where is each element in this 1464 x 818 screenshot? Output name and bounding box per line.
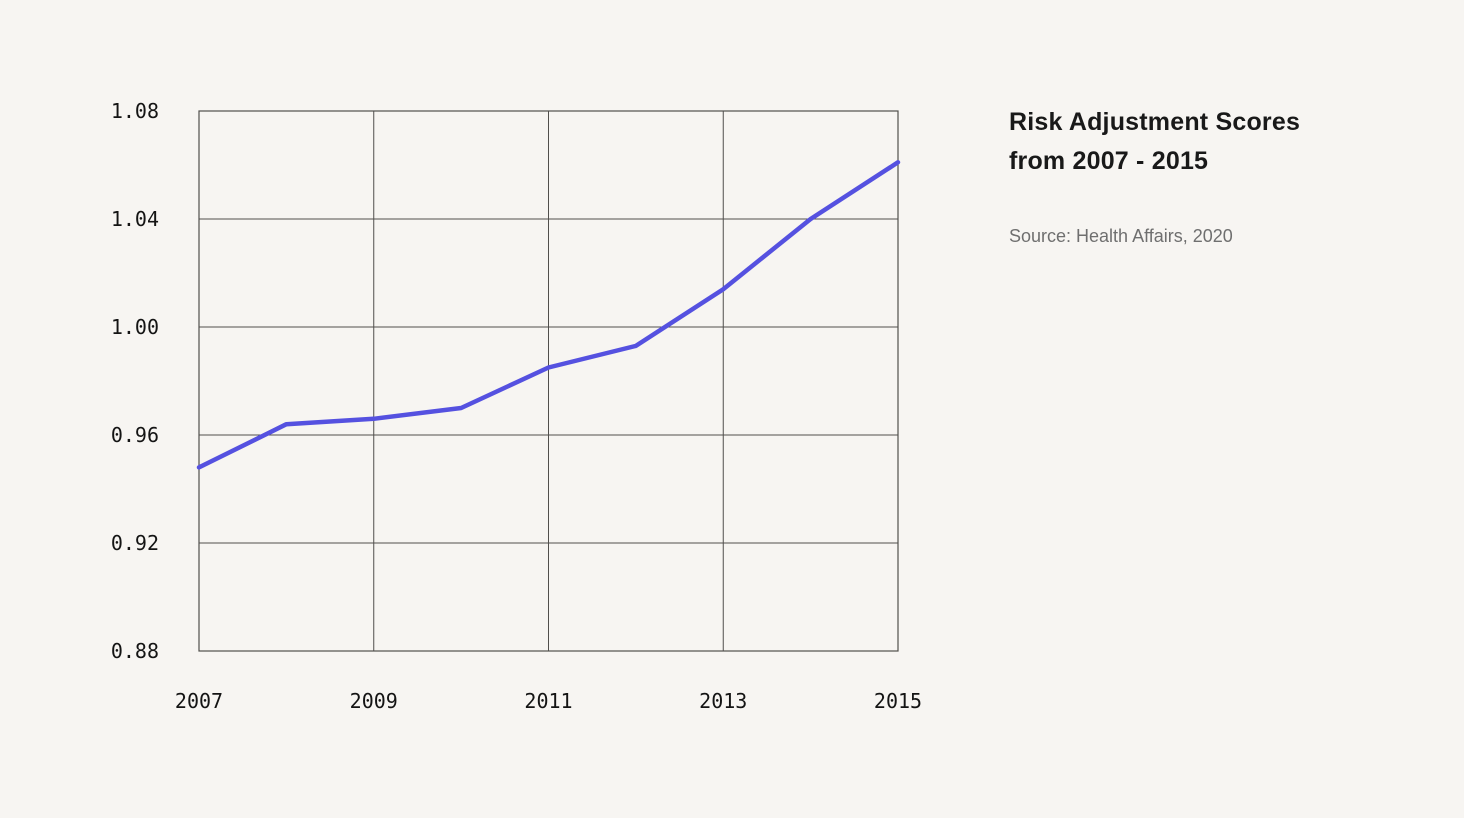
y-tick-label: 1.08 — [111, 99, 159, 123]
y-tick-label: 0.88 — [111, 639, 159, 663]
trend-line — [196, 160, 901, 470]
x-tick-label: 2013 — [699, 689, 747, 713]
plot-border — [198, 110, 899, 652]
chart-title: Risk Adjustment Scores from 2007 - 2015 — [1009, 108, 1301, 175]
x-tick-label: 2009 — [350, 689, 398, 713]
x-tick-label: 2011 — [524, 689, 572, 713]
y-tick-label: 1.04 — [111, 207, 159, 231]
chart-caption: Risk Adjustment Scores from 2007 - 2015 … — [1009, 103, 1341, 247]
y-tick-label: 0.92 — [111, 531, 159, 555]
x-tick-label: 2015 — [874, 689, 922, 713]
y-tick-label: 0.96 — [111, 423, 159, 447]
chart-source: Source: Health Affairs, 2020 — [1009, 226, 1233, 246]
y-tick-label: 1.00 — [111, 315, 159, 339]
x-tick-label: 2007 — [175, 689, 223, 713]
